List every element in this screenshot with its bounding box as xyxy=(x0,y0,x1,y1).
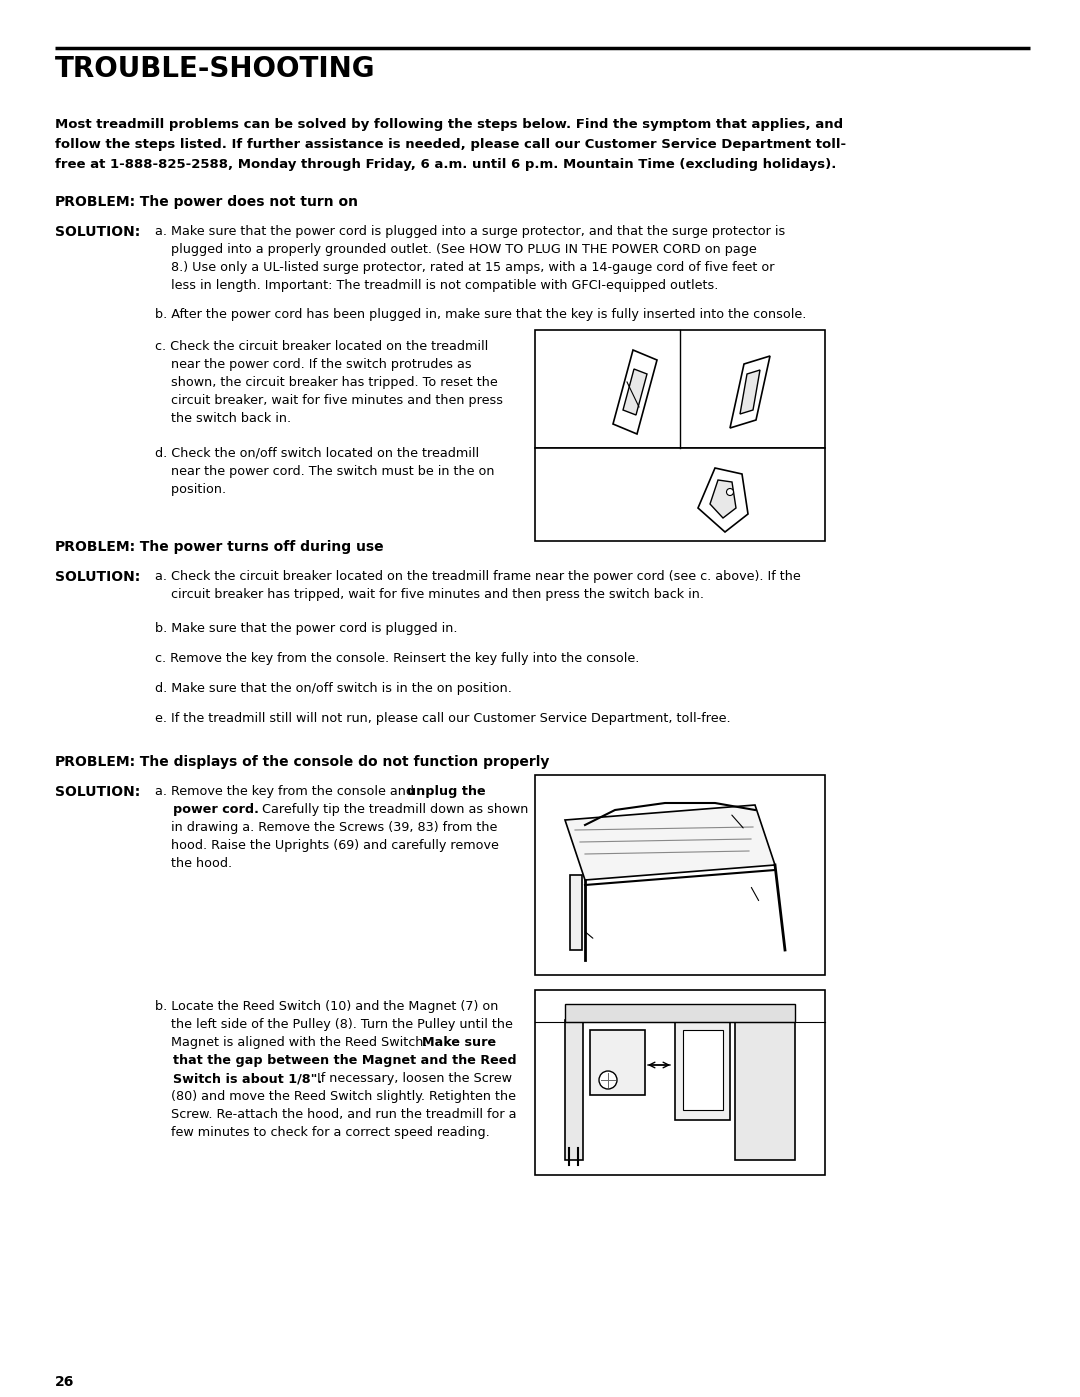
Text: On: On xyxy=(595,483,615,496)
Text: circuit breaker, wait for five minutes and then press: circuit breaker, wait for five minutes a… xyxy=(156,394,503,407)
Text: e. If the treadmill still will not run, please call our Customer Service Departm: e. If the treadmill still will not run, … xyxy=(156,712,731,725)
Text: follow the steps listed. If further assistance is needed, please call our Custom: follow the steps listed. If further assi… xyxy=(55,138,846,151)
Text: plugged into a properly grounded outlet. (See HOW TO PLUG IN THE POWER CORD on p: plugged into a properly grounded outlet.… xyxy=(156,243,757,256)
Text: 8: 8 xyxy=(687,1045,694,1055)
Text: Screw. Re-attach the hood, and run the treadmill for a: Screw. Re-attach the hood, and run the t… xyxy=(156,1108,516,1120)
Bar xyxy=(535,330,825,448)
Text: near the power cord. If the switch protrudes as: near the power cord. If the switch protr… xyxy=(156,358,472,372)
Circle shape xyxy=(727,489,733,496)
Text: near the power cord. The switch must be in the on: near the power cord. The switch must be … xyxy=(156,465,495,478)
Text: 26: 26 xyxy=(55,1375,75,1389)
Text: the left side of the Pulley (8). Turn the Pulley until the: the left side of the Pulley (8). Turn th… xyxy=(156,1018,513,1031)
Text: position.: position. xyxy=(156,483,226,496)
Text: PROBLEM:: PROBLEM: xyxy=(55,541,136,555)
Text: Make sure: Make sure xyxy=(422,1037,496,1049)
Text: (80) and move the Reed Switch slightly. Retighten the: (80) and move the Reed Switch slightly. … xyxy=(156,1090,516,1104)
Text: less in length. Important: The treadmill is not compatible with GFCI-equipped ou: less in length. Important: The treadmill… xyxy=(156,279,718,292)
Polygon shape xyxy=(698,468,748,532)
Text: free at 1-888-825-2588, Monday through Friday, 6 a.m. until 6 p.m. Mountain Time: free at 1-888-825-2588, Monday through F… xyxy=(55,158,836,170)
Text: Magnet is aligned with the Reed Switch.: Magnet is aligned with the Reed Switch. xyxy=(156,1037,432,1049)
Text: SOLUTION:: SOLUTION: xyxy=(55,785,140,799)
Text: PROBLEM:: PROBLEM: xyxy=(55,754,136,768)
Text: c. Check the circuit breaker located on the treadmill: c. Check the circuit breaker located on … xyxy=(156,339,488,353)
Text: 83: 83 xyxy=(753,900,767,909)
Polygon shape xyxy=(710,481,735,518)
Bar xyxy=(535,990,825,1175)
Text: 1/8": 1/8" xyxy=(600,1058,623,1067)
Text: d: d xyxy=(541,453,549,465)
Text: 7: 7 xyxy=(687,1095,694,1105)
Bar xyxy=(565,1004,795,1023)
Polygon shape xyxy=(740,370,760,414)
Text: The power does not turn on: The power does not turn on xyxy=(130,196,357,210)
Text: Switch is about 1/8".: Switch is about 1/8". xyxy=(156,1071,326,1085)
Polygon shape xyxy=(565,805,775,880)
Bar xyxy=(535,775,825,975)
Text: 69: 69 xyxy=(590,937,604,949)
Text: If necessary, loosen the Screw: If necessary, loosen the Screw xyxy=(318,1071,512,1085)
Text: d. Check the on/off switch located on the treadmill: d. Check the on/off switch located on th… xyxy=(156,447,480,460)
Text: a. Remove the key from the console and: a. Remove the key from the console and xyxy=(156,785,418,798)
Text: SOLUTION:: SOLUTION: xyxy=(55,570,140,584)
Bar xyxy=(683,1030,723,1111)
Text: unplug the: unplug the xyxy=(407,785,486,798)
Text: The displays of the console do not function properly: The displays of the console do not funct… xyxy=(130,754,550,768)
Polygon shape xyxy=(623,369,647,415)
Bar xyxy=(675,1010,730,1120)
Text: in drawing a. Remove the Screws (39, 83) from the: in drawing a. Remove the Screws (39, 83)… xyxy=(156,821,498,834)
Text: hood. Raise the Uprights (69) and carefully remove: hood. Raise the Uprights (69) and carefu… xyxy=(156,840,499,852)
Text: SOLUTION:: SOLUTION: xyxy=(55,225,140,239)
Text: power cord.: power cord. xyxy=(156,803,259,816)
Text: 80: 80 xyxy=(595,1076,609,1085)
Text: the switch back in.: the switch back in. xyxy=(156,412,292,425)
Text: 8.) Use only a UL-listed surge protector, rated at 15 amps, with a 14-gauge cord: 8.) Use only a UL-listed surge protector… xyxy=(156,261,774,274)
Polygon shape xyxy=(613,351,657,434)
Text: a: a xyxy=(541,780,549,793)
Text: PROBLEM:: PROBLEM: xyxy=(55,196,136,210)
Text: Reset: Reset xyxy=(708,409,743,423)
Text: View: View xyxy=(544,1160,578,1173)
Text: 10: 10 xyxy=(595,1099,609,1111)
Text: Carefully tip the treadmill down as shown: Carefully tip the treadmill down as show… xyxy=(258,803,528,816)
Text: b: b xyxy=(541,995,549,1009)
Bar xyxy=(590,1030,645,1095)
Text: Tripped: Tripped xyxy=(553,409,599,423)
Text: c. Remove the key from the console. Reinsert the key fully into the console.: c. Remove the key from the console. Rein… xyxy=(156,652,639,665)
Text: the hood.: the hood. xyxy=(156,856,232,870)
Text: Position: Position xyxy=(577,500,629,513)
Text: Most treadmill problems can be solved by following the steps below. Find the sym: Most treadmill problems can be solved by… xyxy=(55,117,843,131)
Text: TROUBLE-SHOOTING: TROUBLE-SHOOTING xyxy=(55,54,376,82)
Text: a. Make sure that the power cord is plugged into a surge protector, and that the: a. Make sure that the power cord is plug… xyxy=(156,225,785,237)
Text: circuit breaker has tripped, wait for five minutes and then press the switch bac: circuit breaker has tripped, wait for fi… xyxy=(156,588,704,601)
Bar xyxy=(535,448,825,541)
Text: b. After the power cord has been plugged in, make sure that the key is fully ins: b. After the power cord has been plugged… xyxy=(156,307,807,321)
Text: 39: 39 xyxy=(745,827,759,837)
Polygon shape xyxy=(730,356,770,427)
Bar xyxy=(735,1020,795,1160)
Text: that the gap between the Magnet and the Reed: that the gap between the Magnet and the … xyxy=(156,1053,516,1067)
Text: c: c xyxy=(541,334,548,346)
Bar xyxy=(565,1020,583,1160)
Bar xyxy=(570,875,582,950)
Circle shape xyxy=(599,1071,617,1090)
Text: The power turns off during use: The power turns off during use xyxy=(130,541,383,555)
Text: Top: Top xyxy=(549,1148,573,1161)
Text: b. Make sure that the power cord is plugged in.: b. Make sure that the power cord is plug… xyxy=(156,622,458,636)
Text: few minutes to check for a correct speed reading.: few minutes to check for a correct speed… xyxy=(156,1126,489,1139)
Text: d. Make sure that the on/off switch is in the on position.: d. Make sure that the on/off switch is i… xyxy=(156,682,512,694)
Text: a. Check the circuit breaker located on the treadmill frame near the power cord : a. Check the circuit breaker located on … xyxy=(156,570,800,583)
Text: shown, the circuit breaker has tripped. To reset the: shown, the circuit breaker has tripped. … xyxy=(156,376,498,388)
Text: b. Locate the Reed Switch (10) and the Magnet (7) on: b. Locate the Reed Switch (10) and the M… xyxy=(156,1000,498,1013)
